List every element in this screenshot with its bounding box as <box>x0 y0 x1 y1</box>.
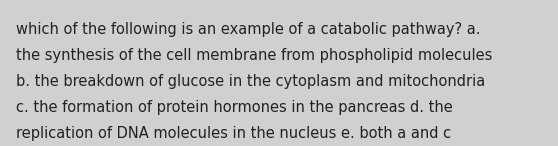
Text: which of the following is an example of a catabolic pathway? a.: which of the following is an example of … <box>16 22 480 37</box>
Text: the synthesis of the cell membrane from phospholipid molecules: the synthesis of the cell membrane from … <box>16 48 492 63</box>
Text: replication of DNA molecules in the nucleus e. both a and c: replication of DNA molecules in the nucl… <box>16 126 451 141</box>
Text: b. the breakdown of glucose in the cytoplasm and mitochondria: b. the breakdown of glucose in the cytop… <box>16 74 485 89</box>
Text: c. the formation of protein hormones in the pancreas d. the: c. the formation of protein hormones in … <box>16 100 453 115</box>
